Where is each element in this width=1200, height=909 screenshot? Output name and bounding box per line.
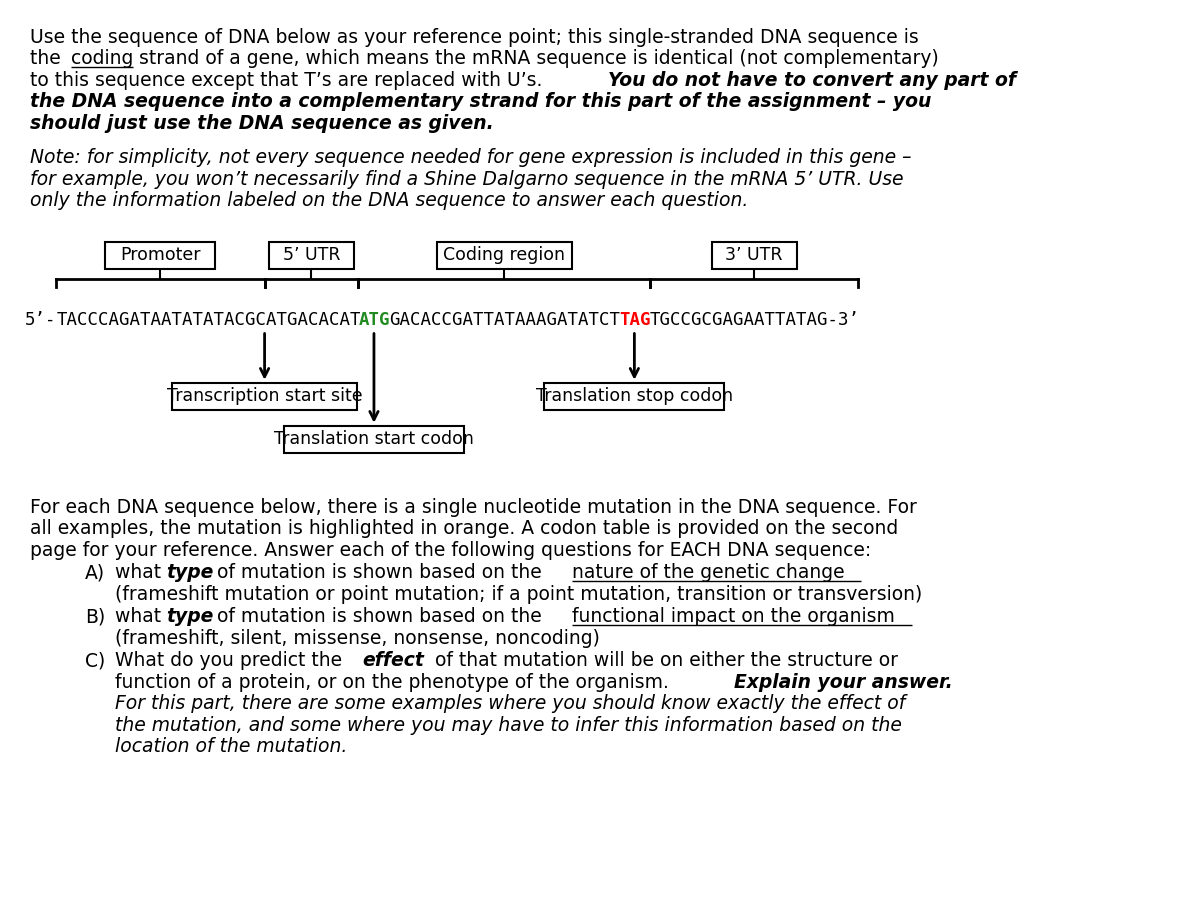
- Text: 5’ UTR: 5’ UTR: [283, 246, 341, 265]
- Text: Translation stop codon: Translation stop codon: [536, 387, 733, 405]
- Text: for example, you won’t necessarily find a Shine Dalgarno sequence in the mRNA 5’: for example, you won’t necessarily find …: [30, 170, 904, 189]
- Bar: [284, 425, 464, 453]
- Text: strand of a gene, which means the mRNA sequence is identical (not complementary): strand of a gene, which means the mRNA s…: [133, 49, 938, 68]
- Text: Note: for simplicity, not every sequence needed for gene expression is included : Note: for simplicity, not every sequence…: [30, 148, 912, 167]
- Text: For each DNA sequence below, there is a single nucleotide mutation in the DNA se: For each DNA sequence below, there is a …: [30, 497, 917, 516]
- Bar: [172, 383, 358, 410]
- Text: type: type: [167, 607, 214, 626]
- Text: (frameshift mutation or point mutation; if a point mutation, transition or trans: (frameshift mutation or point mutation; …: [115, 584, 923, 604]
- Text: 3’ UTR: 3’ UTR: [726, 246, 782, 265]
- Text: TACCCAGATAATATATACGCATGACACAT: TACCCAGATAATATATACGCATGACACAT: [56, 311, 361, 329]
- Text: (frameshift, silent, missense, nonsense, noncoding): (frameshift, silent, missense, nonsense,…: [115, 629, 600, 648]
- Text: location of the mutation.: location of the mutation.: [115, 737, 347, 756]
- Text: function of a protein, or on the phenotype of the organism.: function of a protein, or on the phenoty…: [115, 673, 674, 692]
- Text: the DNA sequence into a complementary strand for this part of the assignment – y: the DNA sequence into a complementary st…: [30, 93, 931, 112]
- Text: effect: effect: [362, 652, 425, 670]
- Text: all examples, the mutation is highlighted in orange. A codon table is provided o: all examples, the mutation is highlighte…: [30, 519, 899, 538]
- Text: A): A): [85, 564, 106, 583]
- Text: of that mutation will be on either the structure or: of that mutation will be on either the s…: [430, 652, 899, 670]
- Text: B): B): [85, 607, 106, 626]
- Text: functional impact on the organism: functional impact on the organism: [572, 607, 895, 626]
- Text: C): C): [85, 652, 106, 670]
- Text: only the information labeled on the DNA sequence to answer each question.: only the information labeled on the DNA …: [30, 192, 749, 210]
- Bar: [106, 242, 216, 269]
- Text: ATG: ATG: [359, 311, 390, 329]
- Text: TGCCGCGAGAATTATAG-3’: TGCCGCGAGAATTATAG-3’: [650, 311, 860, 329]
- Text: 5’-: 5’-: [25, 311, 56, 329]
- Text: page for your reference. Answer each of the following questions for EACH DNA seq: page for your reference. Answer each of …: [30, 541, 871, 560]
- Text: nature of the genetic change: nature of the genetic change: [572, 564, 845, 583]
- Text: Explain your answer.: Explain your answer.: [733, 673, 953, 692]
- Text: the mutation, and some where you may have to infer this information based on the: the mutation, and some where you may hav…: [115, 716, 902, 734]
- Text: What do you predict the: What do you predict the: [115, 652, 348, 670]
- Text: Promoter: Promoter: [120, 246, 200, 265]
- Text: of mutation is shown based on the: of mutation is shown based on the: [211, 564, 548, 583]
- Bar: [712, 242, 797, 269]
- Text: to this sequence except that T’s are replaced with U’s.: to this sequence except that T’s are rep…: [30, 71, 548, 90]
- Text: Transcription start site: Transcription start site: [167, 387, 362, 405]
- Bar: [545, 383, 725, 410]
- Text: the: the: [30, 49, 67, 68]
- Text: type: type: [167, 564, 214, 583]
- Text: Use the sequence of DNA below as your reference point; this single-stranded DNA : Use the sequence of DNA below as your re…: [30, 28, 919, 47]
- Text: GACACCGATTATAAAGATATCT: GACACCGATTATAAAGATATCT: [390, 311, 620, 329]
- Text: Translation start codon: Translation start codon: [274, 430, 474, 448]
- Bar: [437, 242, 571, 269]
- Text: what: what: [115, 607, 167, 626]
- Text: For this part, there are some examples where you should know exactly the effect : For this part, there are some examples w…: [115, 694, 905, 714]
- Text: TAG: TAG: [619, 311, 650, 329]
- Text: Coding region: Coding region: [443, 246, 565, 265]
- Text: should just use the DNA sequence as given.: should just use the DNA sequence as give…: [30, 114, 493, 133]
- Bar: [269, 242, 354, 269]
- Text: of mutation is shown based on the: of mutation is shown based on the: [211, 607, 548, 626]
- Text: coding: coding: [71, 49, 133, 68]
- Text: You do not have to convert any part of: You do not have to convert any part of: [607, 71, 1015, 90]
- Text: what: what: [115, 564, 167, 583]
